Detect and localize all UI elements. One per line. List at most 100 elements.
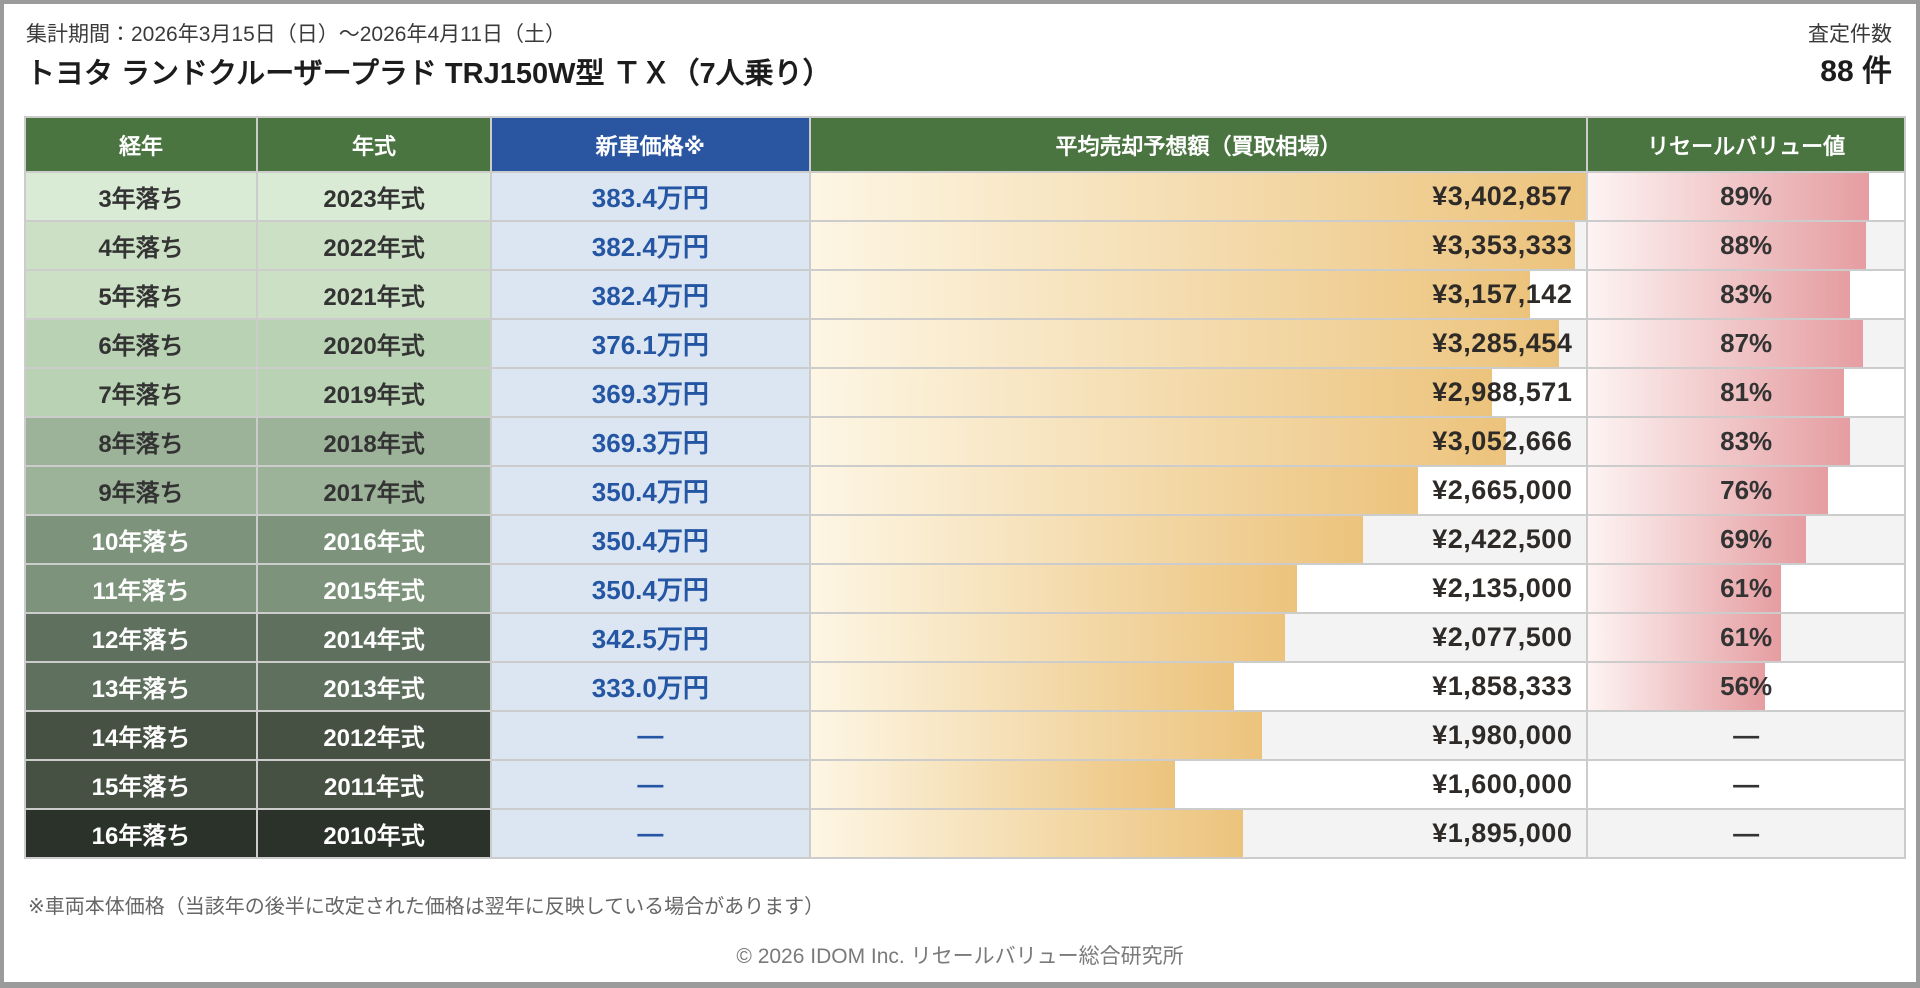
avg-sale-bar xyxy=(810,663,1235,710)
resale-value-text: 87% xyxy=(1720,328,1773,358)
resale-value-text: 61% xyxy=(1720,622,1773,652)
model-year-cell: 2012年式 xyxy=(258,712,491,759)
resale-value-bar xyxy=(1588,222,1867,269)
avg-sale-value: ¥2,077,500 xyxy=(1432,622,1573,652)
resale-value-cell: 61% xyxy=(1588,614,1904,661)
model-year-cell: 2021年式 xyxy=(258,271,491,318)
model-year-cell: 2010年式 xyxy=(258,810,491,857)
new-price-cell: — xyxy=(492,712,809,759)
resale-value-cell: — xyxy=(1588,810,1904,857)
age-cell: 6年落ち xyxy=(26,320,257,367)
avg-sale-bar xyxy=(810,614,1285,661)
resale-value-cell: — xyxy=(1588,712,1904,759)
assessment-count-value: 88 件 xyxy=(1820,55,1892,88)
avg-sale-bar xyxy=(810,565,1297,612)
avg-sale-bar xyxy=(810,761,1176,808)
avg-sale-value: ¥1,858,333 xyxy=(1432,671,1573,701)
resale-value-bar xyxy=(1588,467,1829,514)
new-price-cell: 333.0万円 xyxy=(492,663,809,710)
avg-sale-bar-cell: ¥2,988,571 xyxy=(810,369,1587,416)
column-header-model-year: 年式 xyxy=(258,118,491,171)
avg-sale-bar-cell: ¥1,858,333 xyxy=(810,663,1587,710)
resale-value-text: 56% xyxy=(1720,671,1773,701)
age-cell: 10年落ち xyxy=(26,516,257,563)
avg-sale-bar xyxy=(810,271,1531,318)
resale-value-bar xyxy=(1588,565,1781,612)
resale-value-cell: 81% xyxy=(1588,369,1904,416)
new-price-cell: 382.4万円 xyxy=(492,271,809,318)
new-price-cell: 350.4万円 xyxy=(492,565,809,612)
avg-sale-bar xyxy=(810,418,1507,465)
new-price-cell: — xyxy=(492,810,809,857)
avg-sale-bar-cell: ¥2,135,000 xyxy=(810,565,1587,612)
avg-sale-bar xyxy=(810,467,1419,514)
model-year-cell: 2019年式 xyxy=(258,369,491,416)
new-price-cell: 369.3万円 xyxy=(492,418,809,465)
avg-sale-value: ¥2,422,500 xyxy=(1432,524,1573,554)
age-cell: 15年落ち xyxy=(26,761,257,808)
resale-value-bar xyxy=(1588,663,1766,710)
avg-sale-value: ¥3,157,142 xyxy=(1432,279,1573,309)
model-year-cell: 2013年式 xyxy=(258,663,491,710)
age-cell: 7年落ち xyxy=(26,369,257,416)
avg-sale-bar-cell: ¥3,157,142 xyxy=(810,271,1587,318)
page-title: トヨタ ランドクルーザープラド TRJ150W型 ＴＸ（7人乗り） xyxy=(26,58,832,90)
age-cell: 16年落ち xyxy=(26,810,257,857)
model-year-cell: 2023年式 xyxy=(258,173,491,220)
model-year-cell: 2016年式 xyxy=(258,516,491,563)
resale-value-bar xyxy=(1588,271,1851,318)
model-year-cell: 2018年式 xyxy=(258,418,491,465)
avg-sale-bar xyxy=(810,712,1263,759)
resale-value-cell: 83% xyxy=(1588,418,1904,465)
model-year-cell: 2022年式 xyxy=(258,222,491,269)
avg-sale-value: ¥2,665,000 xyxy=(1432,475,1573,505)
age-cell: 8年落ち xyxy=(26,418,257,465)
resale-value-bar xyxy=(1588,418,1851,465)
model-year-cell: 2015年式 xyxy=(258,565,491,612)
avg-sale-value: ¥2,988,571 xyxy=(1432,377,1573,407)
age-cell: 4年落ち xyxy=(26,222,257,269)
avg-sale-bar xyxy=(810,173,1587,220)
resale-value-text: 89% xyxy=(1720,181,1773,211)
resale-table: 経年 年式 新車価格※ 平均売却予想額（買取相場） リセールバリュー値 3年落ち… xyxy=(24,116,1906,859)
resale-value-text: 83% xyxy=(1720,279,1773,309)
resale-value-bar xyxy=(1588,369,1845,416)
resale-value-bar xyxy=(1588,516,1807,563)
avg-sale-value: ¥3,285,454 xyxy=(1432,328,1573,358)
resale-value-text: 76% xyxy=(1720,475,1773,505)
avg-sale-value: ¥2,135,000 xyxy=(1432,573,1573,603)
copyright: © 2026 IDOM Inc. リセールバリュー総合研究所 xyxy=(736,945,1184,968)
avg-sale-value: ¥3,402,857 xyxy=(1432,181,1573,211)
resale-value-text: 83% xyxy=(1720,426,1773,456)
resale-value-cell: — xyxy=(1588,761,1904,808)
age-cell: 11年落ち xyxy=(26,565,257,612)
avg-sale-bar-cell: ¥1,980,000 xyxy=(810,712,1587,759)
column-header-resale-value: リセールバリュー値 xyxy=(1588,118,1904,171)
avg-sale-value: ¥1,895,000 xyxy=(1432,818,1573,848)
avg-sale-bar xyxy=(810,516,1363,563)
column-header-new-price: 新車価格※ xyxy=(492,118,809,171)
column-header-age: 経年 xyxy=(26,118,257,171)
new-price-cell: 342.5万円 xyxy=(492,614,809,661)
new-price-cell: 369.3万円 xyxy=(492,369,809,416)
resale-value-text: 69% xyxy=(1720,524,1773,554)
resale-value-cell: 83% xyxy=(1588,271,1904,318)
avg-sale-value: ¥3,052,666 xyxy=(1432,426,1573,456)
avg-sale-value: ¥1,980,000 xyxy=(1432,720,1573,750)
model-year-cell: 2020年式 xyxy=(258,320,491,367)
avg-sale-bar xyxy=(810,320,1560,367)
resale-value-cell: 56% xyxy=(1588,663,1904,710)
resale-value-cell: 88% xyxy=(1588,222,1904,269)
resale-value-cell: 89% xyxy=(1588,173,1904,220)
age-cell: 5年落ち xyxy=(26,271,257,318)
resale-value-bar xyxy=(1588,320,1863,367)
avg-sale-value: ¥3,353,333 xyxy=(1432,230,1573,260)
age-cell: 12年落ち xyxy=(26,614,257,661)
model-year-cell: 2014年式 xyxy=(258,614,491,661)
aggregation-period: 集計期間：2026年3月15日（日）～2026年4月11日（土） xyxy=(26,23,566,46)
resale-value-text: 61% xyxy=(1720,573,1773,603)
resale-value-text: 81% xyxy=(1720,377,1773,407)
resale-value-cell: 69% xyxy=(1588,516,1904,563)
age-cell: 13年落ち xyxy=(26,663,257,710)
